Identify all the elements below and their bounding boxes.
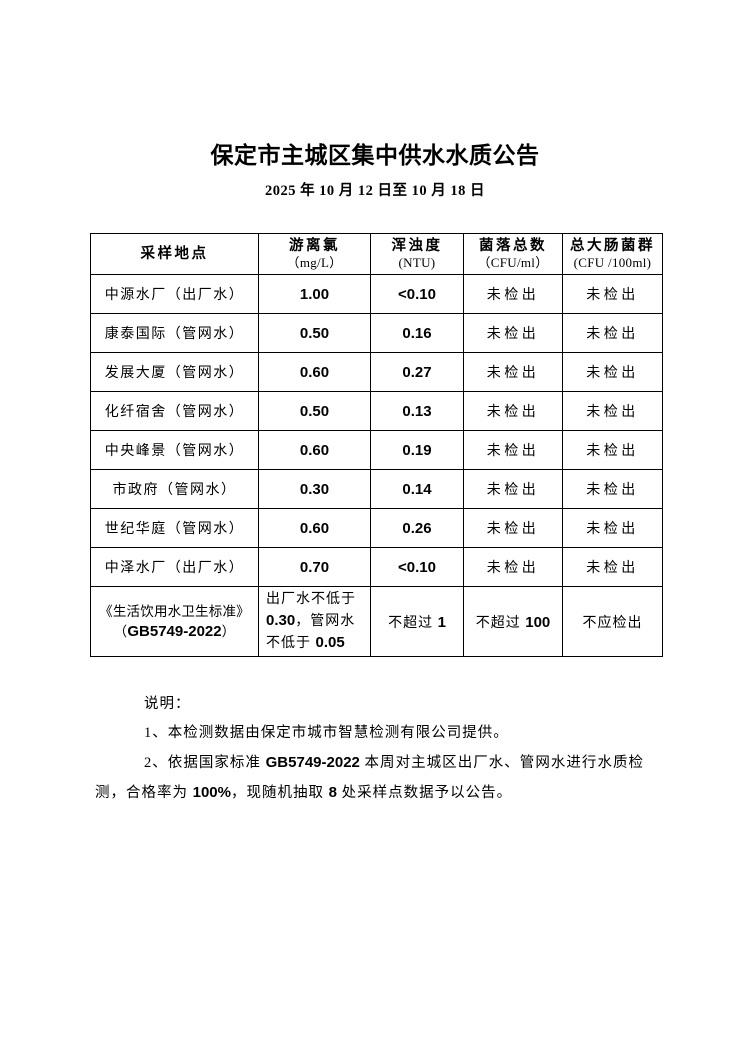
turbidity-value-cell: <0.10 [370,547,464,587]
standard-name-cell: 《生活饮用水卫生标准》 （GB5749-2022） [90,586,259,657]
table-body: 中源水厂（出厂水） 1.00 <0.10 未检出 未检出 康泰国际（管网水） 0… [90,274,663,587]
table-row: 中央峰景（管网水） 0.60 0.19 未检出 未检出 [90,430,663,470]
table-row: 康泰国际（管网水） 0.50 0.16 未检出 未检出 [90,313,663,353]
table-row: 世纪华庭（管网水） 0.60 0.26 未检出 未检出 [90,508,663,548]
location-cell: 市政府（管网水） [90,469,259,509]
chlorine-value-cell: 0.60 [258,508,371,548]
coliform-value-cell: 未检出 [562,352,663,392]
chlorine-value-cell: 0.50 [258,391,371,431]
coliform-value-cell: 未检出 [562,391,663,431]
col-header-turbidity-label: 浑浊度 [391,238,443,254]
standard-colony-cell: 不超过 100 [463,586,563,657]
turbidity-value-cell: 0.27 [370,352,464,392]
colony-value-cell: 未检出 [463,469,563,509]
note-item-2: 2、依据国家标准 GB5749-2022 本周对主城区出厂水、管网水进行水质检测… [95,754,645,801]
chlorine-value-cell: 1.00 [258,274,371,314]
colony-value-cell: 未检出 [463,391,563,431]
coliform-value-cell: 未检出 [562,430,663,470]
col-header-coliform-label: 总大肠菌群 [570,238,655,254]
standard-name-line2: （GB5749-2022） [113,622,236,640]
table-row: 中泽水厂（出厂水） 0.70 <0.10 未检出 未检出 [90,547,663,587]
chlorine-value-cell: 0.70 [258,547,371,587]
turbidity-value-cell: 0.16 [370,313,464,353]
col-header-turbidity-unit: (NTU) [398,255,436,270]
col-header-colony-unit: （CFU/ml） [477,255,549,270]
location-cell: 中央峰景（管网水） [90,430,259,470]
location-cell: 化纤宿舍（管网水） [90,391,259,431]
col-header-location-label: 采样地点 [140,246,209,262]
chlorine-value-cell: 0.60 [258,430,371,470]
turbidity-value-cell: 0.26 [370,508,464,548]
coliform-value-cell: 未检出 [562,313,663,353]
table-row: 化纤宿舍（管网水） 0.50 0.13 未检出 未检出 [90,391,663,431]
date-line: 2025 年 10 月 12 日至 10 月 18 日 [264,183,486,199]
col-header-chlorine: 游离氯 （mg/L） [258,233,371,275]
standard-row: 《生活饮用水卫生标准》 （GB5749-2022） 出厂水不低于0.30，管网水… [90,586,663,657]
col-header-colony-label: 菌落总数 [479,238,547,254]
location-cell: 发展大厦（管网水） [90,352,259,392]
chlorine-value-cell: 0.60 [258,352,371,392]
coliform-value-cell: 未检出 [562,274,663,314]
standard-name-line1: 《生活饮用水卫生标准》 [99,603,250,619]
colony-value-cell: 未检出 [463,313,563,353]
location-cell: 中泽水厂（出厂水） [90,547,259,587]
turbidity-value-cell: 0.14 [370,469,464,509]
notes-heading: 说明： [144,696,191,712]
turbidity-value-cell: <0.10 [370,274,464,314]
coliform-value-cell: 未检出 [562,469,663,509]
turbidity-value-cell: 0.19 [370,430,464,470]
col-header-location: 采样地点 [90,233,259,275]
col-header-colony: 菌落总数 （CFU/ml） [463,233,563,275]
colony-value-cell: 未检出 [463,430,563,470]
standard-turbidity-cell: 不超过 1 [370,586,464,657]
coliform-value-cell: 未检出 [562,547,663,587]
col-header-turbidity: 浑浊度 (NTU) [370,233,464,275]
water-quality-table: 采样地点 游离氯 （mg/L） 浑浊度 (NTU) 菌落总数 （CFU/ml） … [90,233,663,657]
col-header-chlorine-unit: （mg/L） [286,255,343,270]
location-cell: 世纪华庭（管网水） [90,508,259,548]
colony-value-cell: 未检出 [463,547,563,587]
turbidity-value-cell: 0.13 [370,391,464,431]
coliform-value-cell: 未检出 [562,508,663,548]
col-header-coliform: 总大肠菌群 (CFU /100ml) [562,233,663,275]
page-title: 保定市主城区集中供水水质公告 [210,142,540,168]
table-header: 采样地点 游离氯 （mg/L） 浑浊度 (NTU) 菌落总数 （CFU/ml） … [90,233,663,275]
col-header-coliform-unit: (CFU /100ml) [573,255,652,270]
chlorine-value-cell: 0.30 [258,469,371,509]
table-row: 发展大厦（管网水） 0.60 0.27 未检出 未检出 [90,352,663,392]
colony-value-cell: 未检出 [463,508,563,548]
location-cell: 康泰国际（管网水） [90,313,259,353]
colony-value-cell: 未检出 [463,352,563,392]
table-row: 市政府（管网水） 0.30 0.14 未检出 未检出 [90,469,663,509]
table-header-row: 采样地点 游离氯 （mg/L） 浑浊度 (NTU) 菌落总数 （CFU/ml） … [90,233,663,275]
standard-row-group: 《生活饮用水卫生标准》 （GB5749-2022） 出厂水不低于0.30，管网水… [90,586,663,657]
colony-value-cell: 未检出 [463,274,563,314]
standard-coliform-cell: 不应检出 [562,586,663,657]
notes-section: 说明： 1、本检测数据由保定市城市智慧检测有限公司提供。 2、依据国家标准 GB… [95,690,644,808]
standard-chlorine-cell: 出厂水不低于0.30，管网水不低于 0.05 [258,586,371,657]
table-row: 中源水厂（出厂水） 1.00 <0.10 未检出 未检出 [90,274,663,314]
location-cell: 中源水厂（出厂水） [90,274,259,314]
chlorine-value-cell: 0.50 [258,313,371,353]
note-item-1: 1、本检测数据由保定市城市智慧检测有限公司提供。 [144,725,509,741]
col-header-chlorine-label: 游离氯 [289,238,340,254]
